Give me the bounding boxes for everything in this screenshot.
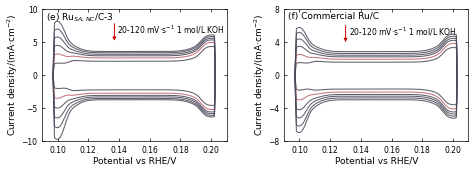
Text: 20-120 mV·s$^{-1}$ 1 mol/L KOH: 20-120 mV·s$^{-1}$ 1 mol/L KOH	[349, 26, 456, 38]
X-axis label: Potential vs RHE/V: Potential vs RHE/V	[335, 156, 418, 166]
Text: 20-120 mV·s$^{-1}$ 1 mol/L KOH: 20-120 mV·s$^{-1}$ 1 mol/L KOH	[118, 24, 225, 36]
Text: (f) Commercial Ru/C: (f) Commercial Ru/C	[288, 12, 379, 21]
Text: (e) Ru$_{SA,NC}$/C-3: (e) Ru$_{SA,NC}$/C-3	[46, 12, 114, 24]
Y-axis label: Current density/(mA·cm$^{-2}$): Current density/(mA·cm$^{-2}$)	[252, 14, 266, 136]
Y-axis label: Current density/(mA·cm$^{-2}$): Current density/(mA·cm$^{-2}$)	[6, 14, 20, 136]
X-axis label: Potential vs RHE/V: Potential vs RHE/V	[93, 156, 176, 166]
